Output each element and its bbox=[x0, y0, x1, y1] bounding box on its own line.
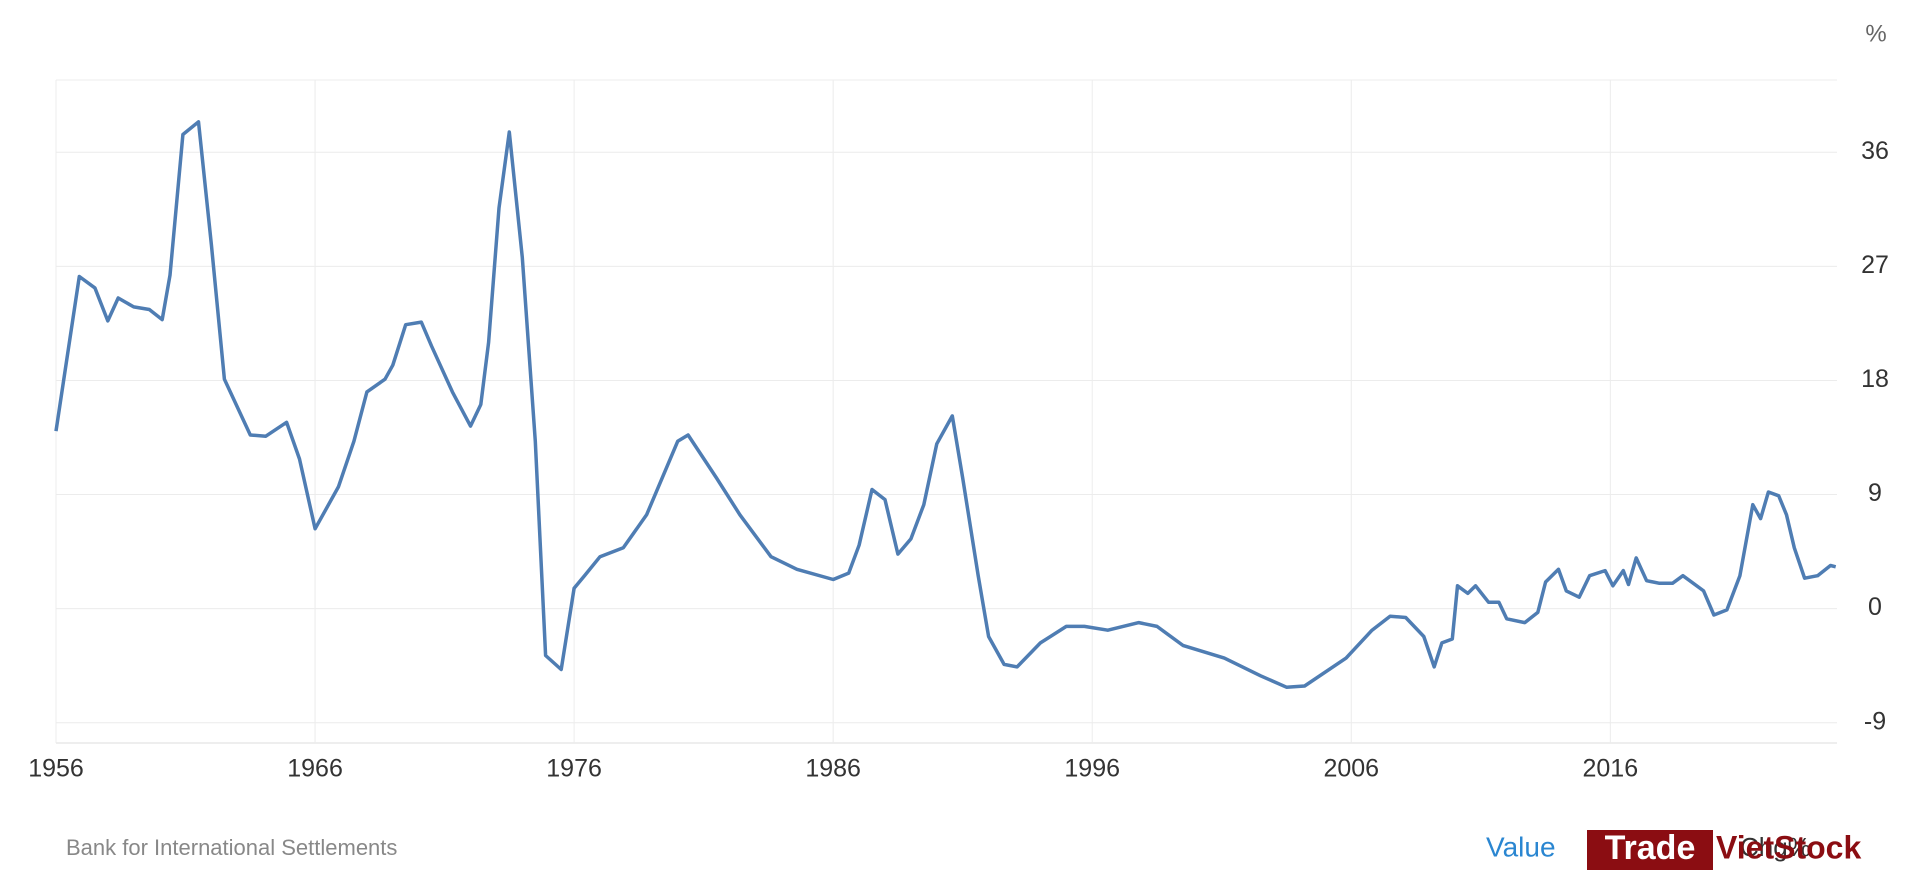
x-tick-label: 1996 bbox=[1064, 755, 1120, 783]
y-tick-label: 18 bbox=[1861, 365, 1889, 393]
x-tick-label: 1956 bbox=[28, 755, 84, 783]
chg-button[interactable]: Chg% bbox=[1740, 832, 1811, 862]
y-tick-label: -9 bbox=[1864, 707, 1886, 735]
y-tick-label: 0 bbox=[1868, 593, 1882, 621]
x-tick-label: 2006 bbox=[1323, 755, 1379, 783]
value-button[interactable]: Value bbox=[1486, 831, 1556, 862]
y-tick-label: 27 bbox=[1861, 251, 1889, 279]
watermark-vietstock: VietStock bbox=[1716, 829, 1861, 865]
x-tick-label: 1986 bbox=[805, 755, 861, 783]
data-line bbox=[54, 120, 1837, 689]
watermark-box bbox=[1587, 830, 1713, 870]
unit-label: % bbox=[1865, 20, 1886, 47]
y-tick-label: 9 bbox=[1868, 479, 1882, 507]
x-tick-label: 2016 bbox=[1583, 755, 1639, 783]
x-tick-label: 1976 bbox=[546, 755, 602, 783]
watermark-trade: Trade bbox=[1605, 829, 1696, 867]
x-tick-label: 1966 bbox=[287, 755, 343, 783]
source: Bank for International Settlements bbox=[66, 835, 397, 860]
y-tick-label: 36 bbox=[1861, 137, 1889, 165]
